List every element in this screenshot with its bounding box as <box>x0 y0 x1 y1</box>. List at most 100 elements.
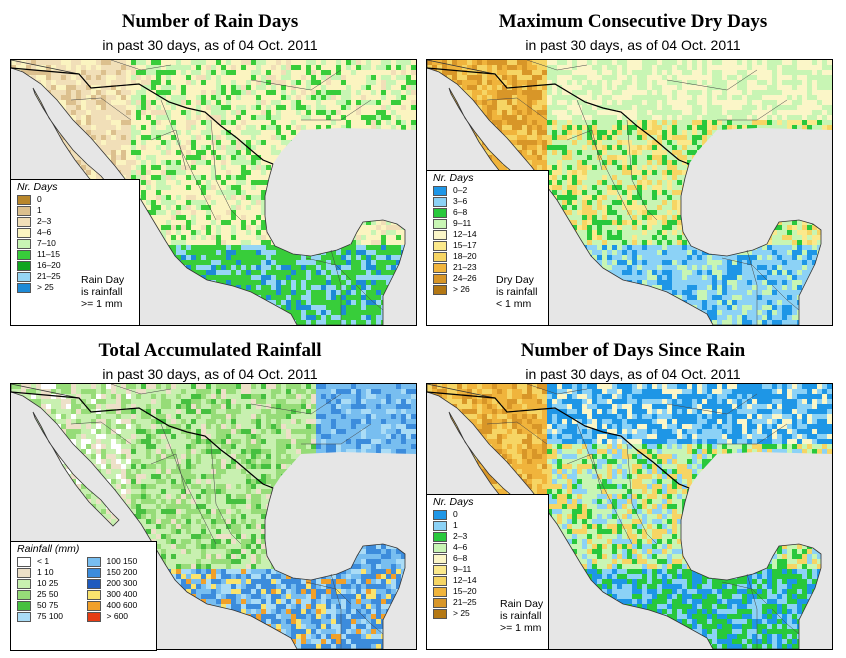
legend-item: 4–6 <box>11 227 139 238</box>
legend-swatch <box>86 556 101 567</box>
legend-item: 200 300 <box>86 578 151 589</box>
legend-label: > 600 <box>106 611 129 621</box>
panel-total-rainfall: Total Accumulated Rainfall in past 30 da… <box>0 329 423 658</box>
note-line: Rain Day <box>81 274 125 286</box>
legend-swatch <box>433 608 447 619</box>
legend-item: 12–14 <box>427 229 548 240</box>
legend-swatch <box>17 249 31 260</box>
legend-label: 12–14 <box>453 575 477 585</box>
legend-label: 1 <box>37 205 42 215</box>
legend-label: 15–20 <box>453 586 477 596</box>
legend-swatch <box>433 262 447 273</box>
legend-label: 15–17 <box>453 240 477 250</box>
legend-label: < 1 <box>37 556 50 566</box>
legend-swatch <box>433 553 447 564</box>
legend-item: > 26 <box>427 284 548 295</box>
legend-title: Nr. Days <box>17 181 58 193</box>
legend-label: 11–15 <box>37 249 61 259</box>
legend-swatch <box>17 194 31 205</box>
legend-swatch <box>433 597 447 608</box>
legend-swatch <box>86 589 101 600</box>
legend-item: > 25 <box>427 608 548 619</box>
legend-label: > 25 <box>453 608 470 618</box>
note-line: is rainfall <box>81 286 123 298</box>
panel-subtitle: in past 30 days, as of 04 Oct. 2011 <box>102 37 318 53</box>
legend-label: > 25 <box>37 282 54 292</box>
legend-swatch <box>433 586 447 597</box>
legend-swatch <box>433 185 447 196</box>
legend-item: 24–26 <box>427 273 548 284</box>
legend-rows: 0 1 2–3 4–6 6–8 9–11 12–14 15–20 21–25 > 25 <box>427 509 548 619</box>
legend-swatch <box>433 207 447 218</box>
legend-item: 15–17 <box>427 240 548 251</box>
legend-swatch <box>17 216 31 227</box>
legend-item: 21–25 <box>11 271 139 282</box>
legend-item: 21–23 <box>427 262 548 273</box>
legend-item: 0–2 <box>427 185 548 196</box>
legend-label: 21–23 <box>453 262 477 272</box>
mexico-map <box>11 60 416 325</box>
rain-day-note: Rain Day is rainfall >= 1 mm <box>81 274 124 310</box>
note-line: Dry Day <box>496 274 534 286</box>
note-line: is rainfall <box>500 610 542 622</box>
legend-item: 150 200 <box>86 567 151 578</box>
legend-item: 2–3 <box>11 216 139 227</box>
legend-label: 2–3 <box>453 531 468 541</box>
note-line: is rainfall <box>496 286 538 298</box>
map <box>426 59 833 326</box>
legend-swatch <box>17 556 31 567</box>
legend-swatch <box>86 578 101 589</box>
legend-item: 1 <box>11 205 139 216</box>
legend-label: > 26 <box>453 284 470 294</box>
note-line: Rain Day <box>500 598 544 610</box>
legend-label: 3–6 <box>453 196 468 206</box>
legend-label: 6–8 <box>453 207 468 217</box>
legend-label: 6–8 <box>453 553 468 563</box>
legend-item: 11–15 <box>11 249 139 260</box>
legend: Nr. Days 0–2 3–6 6–8 9–11 12–14 15–17 18–20 21–… <box>426 170 549 326</box>
legend-item: 300 400 <box>86 589 151 600</box>
note-line: >= 1 mm <box>81 298 123 310</box>
legend-item: 15–20 <box>427 586 548 597</box>
legend-item: 12–14 <box>427 575 548 586</box>
legend-label: 400 600 <box>106 600 138 610</box>
legend-label: 4–6 <box>37 227 52 237</box>
legend-item: 7–10 <box>11 238 139 249</box>
legend-swatch <box>433 542 447 553</box>
legend: Rainfall (mm) < 1 100 150 1 10 150 200 10 25… <box>10 541 157 651</box>
panel-subtitle: in past 30 days, as of 04 Oct. 2011 <box>525 366 741 382</box>
legend-label: 10 25 <box>37 578 59 588</box>
legend-label: 150 200 <box>106 567 138 577</box>
legend-swatch <box>17 260 31 271</box>
panel-max-dry-days: Maximum Consecutive Dry Days in past 30 … <box>423 0 846 329</box>
legend-title: Nr. Days <box>433 172 474 184</box>
legend-item: 6–8 <box>427 207 548 218</box>
legend-label: 2–3 <box>37 216 52 226</box>
legend-swatch <box>433 284 447 295</box>
legend-item: 4–6 <box>427 542 548 553</box>
legend-swatch <box>17 205 31 216</box>
legend-swatch <box>17 578 31 589</box>
legend-item: 400 600 <box>86 600 151 611</box>
legend-swatch <box>433 520 447 531</box>
legend-rows: < 1 100 150 1 10 150 200 10 25 200 300 25 50 30… <box>11 556 156 625</box>
legend-swatch <box>17 227 31 238</box>
legend-item: 18–20 <box>427 251 548 262</box>
legend-item: 6–8 <box>427 553 548 564</box>
legend-swatch <box>17 282 31 293</box>
legend-swatch <box>433 509 447 520</box>
legend-swatch <box>433 575 447 586</box>
legend-swatch <box>17 238 31 249</box>
legend-item: 25 50 <box>17 589 81 600</box>
legend-item: < 1 <box>17 556 81 567</box>
note-line: >= 1 mm <box>500 622 542 634</box>
legend-swatch <box>433 240 447 251</box>
legend-title: Rainfall (mm) <box>17 543 80 555</box>
rain-day-note: Rain Day is rainfall >= 1 mm <box>500 598 543 634</box>
legend-label: 75 100 <box>37 611 63 621</box>
legend-item: 16–20 <box>11 260 139 271</box>
panel-rain-days: Number of Rain Days in past 30 days, as … <box>0 0 423 329</box>
legend-item: 100 150 <box>86 556 151 567</box>
legend-swatch <box>17 611 31 622</box>
legend-label: 18–20 <box>453 251 477 261</box>
